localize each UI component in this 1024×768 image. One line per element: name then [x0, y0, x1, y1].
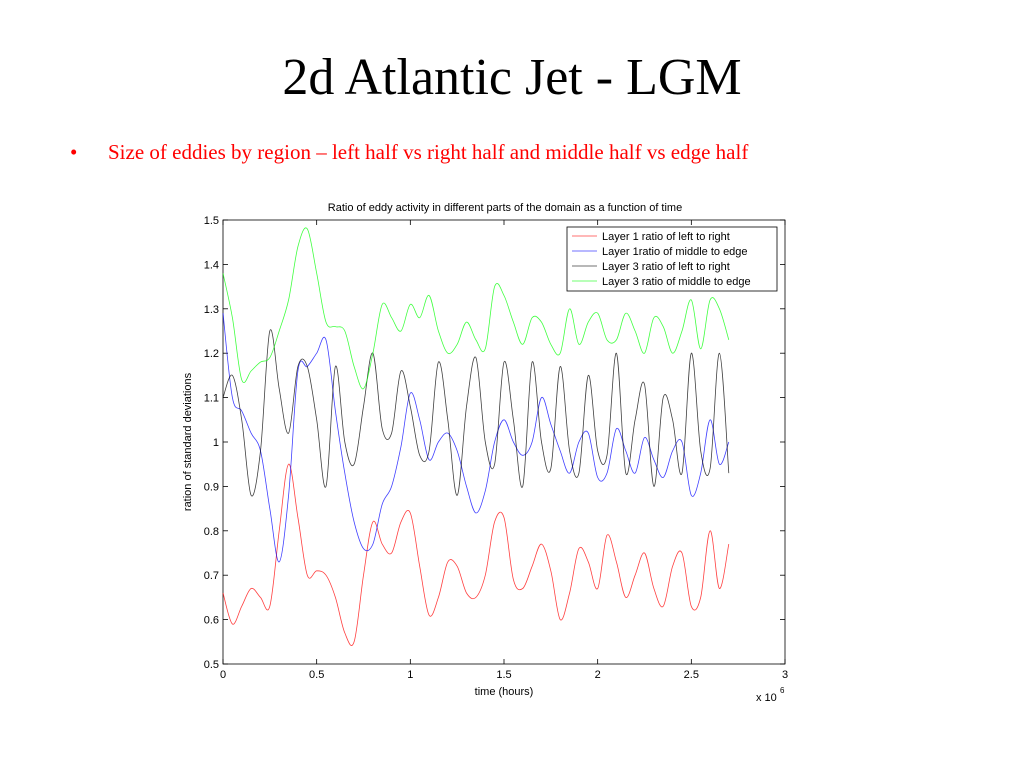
y-tick-label: 1.1 — [204, 393, 219, 405]
bullet-marker: • — [70, 140, 78, 164]
x-tick-label: 2.5 — [684, 669, 699, 681]
series-line — [222, 463, 730, 646]
series-line — [222, 227, 730, 390]
legend-label: Layer 3 ratio of middle to edge — [602, 276, 751, 288]
x-tick-label: 2 — [595, 669, 601, 681]
y-axis-label: ration of standard deviations — [182, 372, 194, 511]
slide-title: 2d Atlantic Jet - LGM — [282, 49, 742, 106]
x-tick-label: 0 — [220, 669, 226, 681]
y-tick-label: 0.8 — [204, 526, 219, 538]
legend-label: Layer 1 ratio of left to right — [602, 231, 730, 243]
y-tick-label: 1.3 — [204, 304, 219, 316]
series-layer — [222, 227, 730, 646]
chart-title: Ratio of eddy activity in different part… — [328, 202, 682, 214]
y-tick-label: 1.5 — [204, 215, 219, 227]
y-tick-label: 0.7 — [204, 570, 219, 582]
x-tick-label: 1 — [407, 669, 413, 681]
legend-box — [566, 226, 778, 292]
y-tick-label: 0.9 — [204, 481, 219, 493]
series-line — [222, 313, 730, 563]
x-tick-label: 3 — [782, 669, 788, 681]
series-line — [222, 329, 730, 497]
y-tick-label: 1 — [213, 437, 219, 449]
bullet-text: Size of eddies by region – left half vs … — [108, 140, 749, 164]
y-tick-label: 1.2 — [204, 348, 219, 360]
legend-label: Layer 1ratio of middle to edge — [602, 246, 748, 258]
y-axis: 0.5 0.6 0.7 0.8 0.9 1 1.1 1.2 1.3 1.4 1.5 — [204, 215, 785, 671]
plot-area — [222, 219, 786, 665]
y-tick-label: 0.6 — [204, 615, 219, 627]
y-tick-label: 1.4 — [204, 259, 219, 271]
x-axis-label: time (hours) — [475, 686, 534, 698]
x-axis-multiplier-exponent: 6 — [780, 686, 785, 695]
x-axis-multiplier: x 10 — [756, 692, 777, 704]
y-tick-label: 0.5 — [204, 659, 219, 671]
legend: Layer 1 ratio of left to right Layer 1rat… — [566, 226, 778, 292]
x-axis: 0 0.5 1 1.5 2 2.5 3 — [220, 220, 788, 681]
x-tick-label: 0.5 — [309, 669, 324, 681]
legend-label: Layer 3 ratio of left to right — [602, 261, 730, 273]
x-tick-label: 1.5 — [496, 669, 511, 681]
